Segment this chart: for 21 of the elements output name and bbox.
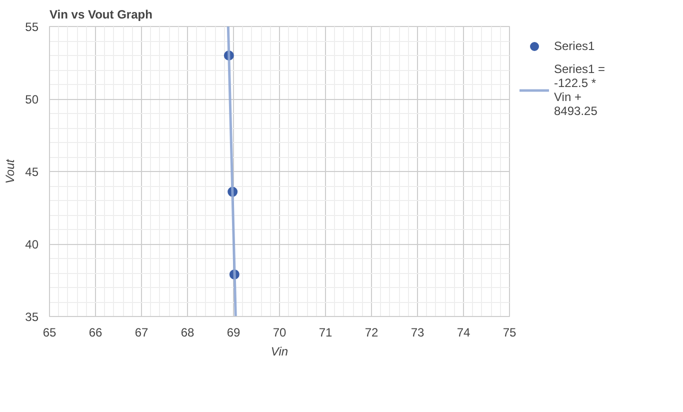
x-tick-label: 70 bbox=[272, 326, 286, 340]
y-tick-label: 55 bbox=[25, 20, 39, 34]
x-tick-label: 69 bbox=[226, 326, 240, 340]
y-tick-label: 35 bbox=[25, 310, 39, 324]
x-tick-label: 74 bbox=[456, 326, 470, 340]
x-tick-label: 75 bbox=[502, 326, 516, 340]
x-tick-label: 71 bbox=[318, 326, 332, 340]
x-tick-label: 72 bbox=[364, 326, 378, 340]
x-tick-label: 67 bbox=[134, 326, 148, 340]
y-tick-label: 40 bbox=[25, 238, 39, 252]
y-tick-label: 50 bbox=[25, 92, 39, 106]
legend-label: Series1 = -122.5 * Vin + 8493.25 bbox=[554, 62, 606, 118]
x-tick-label: 73 bbox=[410, 326, 424, 340]
legend-label: Series1 bbox=[554, 39, 595, 53]
x-tick-label: 65 bbox=[42, 326, 56, 340]
y-axis-title: Vout bbox=[3, 158, 18, 184]
x-axis-title: Vin bbox=[270, 344, 288, 358]
chart-title: Vin vs Vout Graph bbox=[50, 8, 152, 22]
x-tick-label: 68 bbox=[180, 326, 194, 340]
y-tick-label: 45 bbox=[25, 165, 39, 179]
x-tick-label: 66 bbox=[88, 326, 102, 340]
